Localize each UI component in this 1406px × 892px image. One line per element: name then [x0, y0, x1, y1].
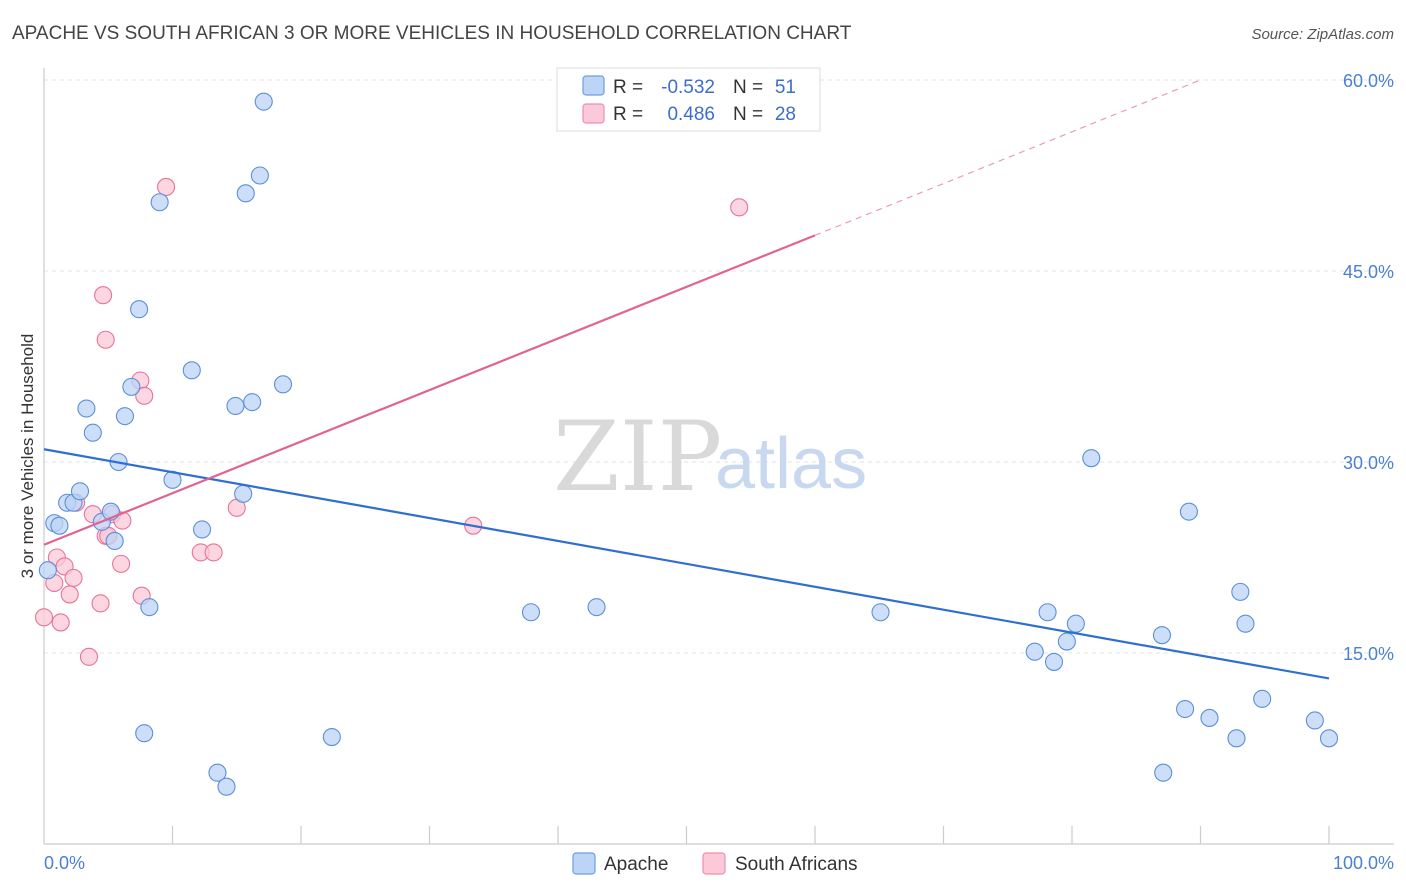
apache-point [208, 763, 227, 782]
apache-point [1319, 729, 1339, 748]
apache-point [273, 375, 293, 394]
y-axis-label: 3 or more Vehicles in Household [18, 334, 37, 579]
apache-point [1044, 652, 1064, 671]
y-tick-label: 45.0% [1343, 262, 1394, 282]
apache-point [1179, 502, 1198, 521]
apache-point [140, 598, 159, 617]
apache-point [1057, 632, 1076, 651]
apache-point [521, 603, 541, 622]
apache-point [1231, 582, 1250, 601]
bottom-legend-label-apache: Apache [604, 854, 668, 875]
south-africans-point [94, 286, 113, 305]
apache-point [1082, 449, 1101, 468]
apache-point [250, 166, 269, 185]
apache-point [1176, 699, 1195, 719]
bottom-legend-swatch-apache [572, 852, 596, 875]
apache-point [50, 516, 69, 535]
apache-point [254, 92, 273, 111]
apache-point [1025, 642, 1044, 661]
south-africans-point [79, 647, 99, 666]
south-africans-point [730, 198, 749, 217]
y-tick-label: 60.0% [1343, 71, 1394, 91]
watermark-zip: ZIP [553, 401, 722, 513]
south-africans-point [157, 177, 176, 197]
legend-n-value-south-africans: 28 [775, 104, 796, 125]
legend-r-value-apache: -0.532 [661, 77, 715, 98]
legend-swatch-apache [582, 75, 605, 96]
apache-point [130, 300, 149, 319]
legend-n-label-apache: N = [733, 77, 763, 98]
chart-title: APACHE VS SOUTH AFRICAN 3 OR MORE VEHICL… [12, 23, 852, 44]
apache-point [105, 531, 124, 550]
apache-point [587, 598, 606, 617]
apache-point [1066, 614, 1085, 633]
south-africans-point [91, 594, 110, 613]
apache-point [1152, 626, 1171, 645]
apache-point [1305, 711, 1324, 730]
south-africans-point [64, 568, 83, 587]
south-africans-point [135, 386, 154, 405]
y-axis-tick-labels: 15.0% 30.0% 45.0% 60.0% [1343, 71, 1394, 664]
apache-point [1227, 729, 1246, 748]
x-axis-ticks [171, 826, 1330, 844]
apache-point [1253, 689, 1272, 708]
x-tick-label-max: 100.0% [1333, 853, 1394, 873]
apache-point [83, 423, 102, 442]
apache-point [115, 407, 135, 426]
south-africans-point [60, 585, 79, 604]
apache-trend-line [43, 448, 1330, 680]
apache-point [38, 561, 57, 580]
apache-point [217, 777, 236, 796]
watermark: ZIP atlas [553, 401, 867, 513]
legend-n-value-apache: 51 [775, 77, 796, 98]
apache-point [1154, 763, 1173, 782]
apache-point [135, 724, 154, 743]
apache-point [226, 396, 245, 416]
south-africans-trend-line [43, 234, 816, 546]
apache-point [70, 482, 90, 501]
legend-r-label-south-africans: R = [613, 104, 643, 125]
apache-point [193, 520, 212, 539]
trend-lines [43, 79, 1330, 680]
x-tick-label-min: 0.0% [44, 853, 85, 873]
gridlines [44, 79, 1394, 654]
legend-swatch-south-africans [582, 103, 605, 124]
apache-point [243, 393, 262, 412]
south-africans-point [51, 613, 70, 632]
apache-points [38, 92, 1339, 796]
apache-point [1236, 614, 1255, 633]
legend-box: R = -0.532 N = 51 R = 0.486 N = 28 [556, 67, 821, 132]
y-tick-label: 30.0% [1343, 453, 1394, 473]
legend-r-label-apache: R = [613, 77, 643, 98]
apache-point [122, 377, 141, 396]
legend-r-value-south-africans: 0.486 [667, 104, 715, 125]
y-tick-label: 15.0% [1343, 644, 1394, 664]
bottom-legend-label-south-africans: South Africans [735, 854, 858, 875]
south-africans-point [34, 608, 54, 627]
watermark-atlas: atlas [715, 424, 867, 504]
apache-point [150, 193, 169, 212]
bottom-legend-swatch-south-africans [702, 852, 726, 875]
legend-n-label-south-africans: N = [733, 104, 763, 125]
south-africans-point [112, 554, 131, 573]
chart-source: Source: ZipAtlas.com [1251, 26, 1394, 43]
apache-point [1038, 603, 1057, 622]
apache-point [871, 603, 890, 622]
south-africans-point [204, 543, 223, 562]
apache-point [236, 184, 255, 203]
bottom-legend: Apache South Africans [572, 852, 858, 875]
apache-point [1200, 708, 1219, 727]
apache-point [234, 484, 253, 503]
apache-point [322, 727, 341, 747]
apache-point [182, 361, 201, 380]
south-africans-point [96, 330, 115, 349]
apache-point [77, 399, 96, 418]
south-africans-trend-extension [814, 79, 1201, 236]
